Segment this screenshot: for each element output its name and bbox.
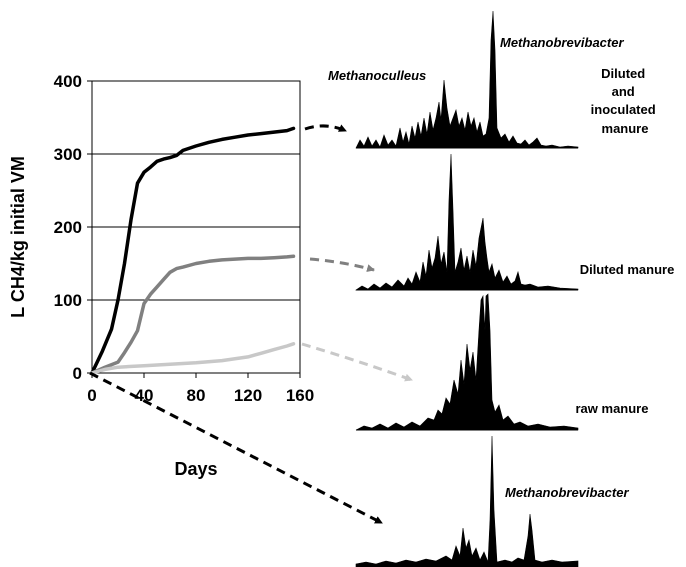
x-tick-label: 40 (135, 386, 154, 405)
x-tick-label: 80 (187, 386, 206, 405)
y-tick-label: 100 (54, 291, 82, 310)
annotation-methanoculleus: Methanoculleus (328, 68, 426, 83)
y-axis-ticks: 0 100 200 300 400 (54, 72, 92, 383)
y-tick-label: 0 (73, 364, 82, 383)
series-line-2 (90, 254, 296, 375)
arrow-black-top (304, 124, 347, 133)
panel-label-2: Diluted manure (580, 262, 675, 277)
annotation-methanobrevibacter-bottom: Methanobrevibacter (505, 485, 629, 500)
y-tick-label: 400 (54, 72, 82, 91)
y-tick-label: 200 (54, 218, 82, 237)
panel-label-3: raw manure (576, 401, 649, 416)
electropherogram-trace (355, 435, 579, 567)
panel-label-1: Diluted and inoculated manure (591, 66, 660, 136)
x-axis-label: Days (174, 459, 217, 479)
electropherogram-trace (355, 153, 579, 291)
electropherogram-trace (355, 293, 579, 431)
series-group (90, 126, 296, 375)
arrow-gray (309, 257, 375, 272)
arrow-light (301, 342, 413, 382)
arrow-black-bottom (89, 371, 383, 525)
x-axis-ticks: 0 40 80 120 160 (87, 373, 314, 405)
y-tick-label: 300 (54, 145, 82, 164)
electropherogram-panel-1: Methanobrevibacter Methanoculleus Dilute… (328, 10, 660, 149)
electropherogram-panel-2: Diluted manure (355, 153, 675, 291)
grid-lines (92, 153, 300, 301)
connector-arrows (89, 124, 413, 525)
electropherogram-panel-4: Methanobrevibacter (355, 435, 629, 567)
y-axis-label: L CH4/kg initial VM (8, 156, 28, 318)
line-chart: 0 100 200 300 400 0 40 80 120 160 L CH4/kg initi… (8, 72, 314, 479)
electropherogram-panel-3: raw manure (355, 293, 649, 431)
series-line-1 (90, 126, 296, 375)
electropherogram-trace (355, 10, 579, 149)
annotation-methanobrevibacter-top: Methanobrevibacter (500, 35, 624, 50)
x-tick-label: 120 (234, 386, 262, 405)
x-tick-label: 160 (286, 386, 314, 405)
x-tick-label: 0 (87, 386, 96, 405)
series-line-3 (90, 342, 296, 375)
